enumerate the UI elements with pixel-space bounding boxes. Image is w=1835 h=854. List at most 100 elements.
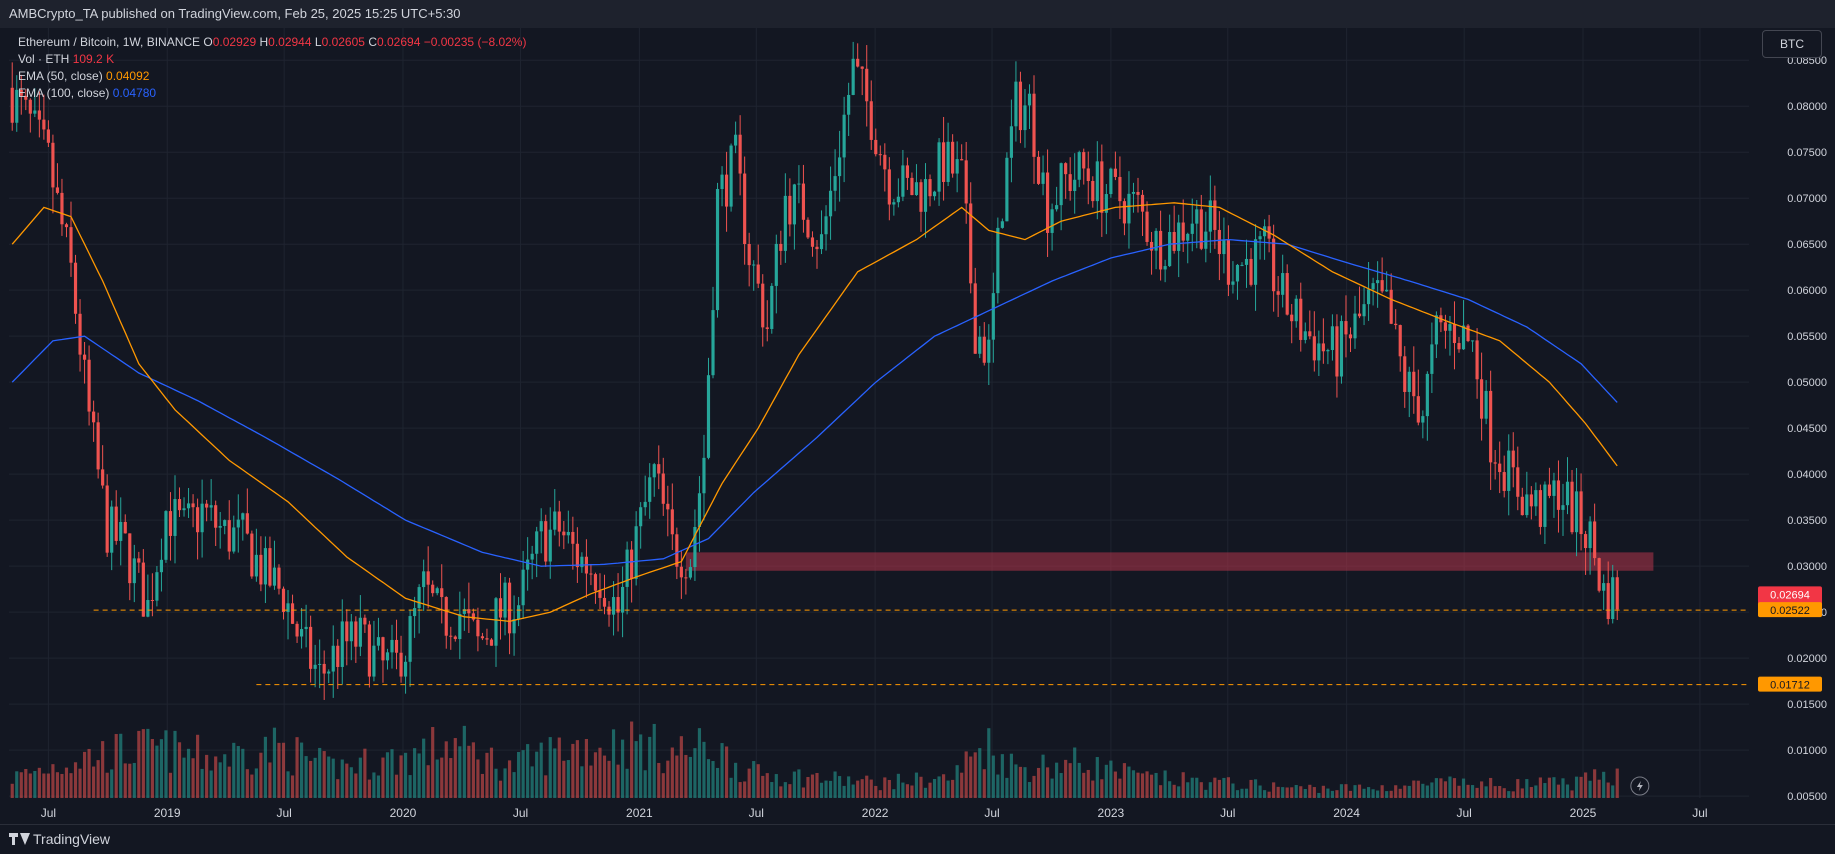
- volume-bar: [1547, 777, 1552, 798]
- candle-body: [286, 603, 290, 612]
- candle-body: [634, 526, 638, 579]
- volume-bar: [539, 742, 543, 798]
- chart-area[interactable]: 0.005000.010000.015000.020000.025000.030…: [9, 28, 1835, 824]
- currency-button[interactable]: BTC: [1762, 30, 1822, 58]
- symbol-title[interactable]: Ethereum / Bitcoin, 1W, BINANCE: [18, 35, 201, 49]
- volume-bar: [1299, 786, 1303, 798]
- candle-body: [697, 493, 702, 527]
- volume-bar: [706, 759, 711, 798]
- volume-bar: [955, 765, 959, 798]
- volume-bar: [318, 747, 322, 798]
- price-chart[interactable]: 0.005000.010000.015000.020000.025000.030…: [9, 28, 1835, 824]
- ema50-label[interactable]: EMA (50, close): [18, 69, 103, 83]
- volume-bar: [734, 762, 738, 798]
- candle-body: [1014, 81, 1018, 127]
- candle-body: [521, 569, 525, 606]
- volume-bar: [806, 777, 810, 798]
- volume-bar: [743, 781, 747, 798]
- candle-body: [734, 134, 738, 146]
- volume-bar: [901, 782, 905, 798]
- volume-bar: [1389, 790, 1393, 798]
- volume-bar: [19, 772, 23, 798]
- volume-bar: [281, 742, 286, 798]
- candle-body: [471, 613, 475, 620]
- candle-body: [978, 336, 982, 354]
- x-tick-label: Jul: [276, 806, 291, 820]
- candle-body: [1597, 558, 1601, 591]
- candle-body: [1434, 315, 1438, 345]
- volume-bar: [336, 779, 340, 798]
- volume-bar: [1244, 788, 1249, 798]
- candle-body: [336, 645, 340, 667]
- volume-label[interactable]: Vol · ETH: [18, 52, 70, 66]
- x-tick-label: Jul: [749, 806, 764, 820]
- volume-bar: [51, 764, 55, 798]
- volume-bar: [1195, 777, 1199, 798]
- candle-body: [693, 526, 697, 568]
- candle-body: [575, 543, 579, 568]
- candle-body: [874, 139, 878, 155]
- candle-body: [164, 511, 168, 560]
- volume-bar: [1213, 777, 1217, 798]
- candle-body: [1077, 152, 1081, 180]
- volume-bar: [24, 769, 28, 798]
- volume-bar: [770, 782, 774, 798]
- volume-bar: [1339, 784, 1344, 798]
- candle-body: [1493, 462, 1497, 464]
- volume-row: Vol · ETH 109.2 K: [18, 51, 526, 68]
- candle-body: [580, 556, 584, 568]
- candle-body: [1222, 240, 1226, 255]
- volume-bar: [503, 768, 507, 798]
- volume-bar: [33, 770, 37, 798]
- candle-body: [801, 183, 806, 220]
- candle-body: [494, 598, 498, 646]
- candle-body: [937, 142, 941, 192]
- candle-body: [991, 293, 995, 340]
- x-tick-label: 2024: [1333, 806, 1360, 820]
- candle-body: [1317, 343, 1321, 361]
- volume-bar: [526, 744, 530, 798]
- volume-bar: [494, 768, 498, 798]
- candle-body: [553, 511, 557, 530]
- candle-body: [46, 129, 50, 143]
- candle-body: [105, 485, 109, 553]
- volume-bar: [1344, 784, 1348, 798]
- volume-bar: [1416, 780, 1420, 798]
- volume-bar: [960, 772, 964, 798]
- candle-body: [363, 617, 367, 625]
- ema50-line: [11, 202, 1618, 623]
- candle-body: [385, 652, 390, 661]
- volume-bar: [1502, 788, 1506, 798]
- candle-body: [1602, 583, 1606, 591]
- volume-bar: [535, 751, 539, 798]
- volume-bar: [761, 775, 765, 798]
- volume-bar: [155, 745, 159, 798]
- candle-body: [1570, 481, 1574, 533]
- volume-bar: [1326, 788, 1330, 798]
- candle-body: [616, 597, 620, 613]
- volume-bar: [1208, 782, 1212, 798]
- candle-body: [1430, 344, 1434, 374]
- volume-bar: [1534, 785, 1538, 798]
- ema100-label[interactable]: EMA (100, close): [18, 86, 110, 100]
- volume-bar: [345, 763, 349, 798]
- volume-bar: [177, 742, 182, 798]
- candle-body: [955, 159, 959, 174]
- candle-body: [1204, 231, 1208, 249]
- candle-body: [756, 264, 760, 284]
- volume-bar: [304, 756, 308, 798]
- candle-body: [1525, 494, 1529, 516]
- candle-body: [318, 663, 322, 665]
- tradingview-logo[interactable]: TradingView: [9, 831, 110, 847]
- candle-body: [657, 464, 661, 474]
- volume-bar: [236, 746, 240, 798]
- candle-body: [892, 202, 896, 205]
- volume-bar: [1027, 782, 1032, 798]
- volume-bar: [752, 761, 756, 798]
- volume-bar: [521, 750, 525, 798]
- volume-bar: [1588, 780, 1592, 798]
- candle-body: [1425, 373, 1429, 417]
- candle-body: [1213, 200, 1217, 230]
- y-tick-label: 0.08000: [1787, 101, 1827, 113]
- volume-bar: [1086, 769, 1090, 798]
